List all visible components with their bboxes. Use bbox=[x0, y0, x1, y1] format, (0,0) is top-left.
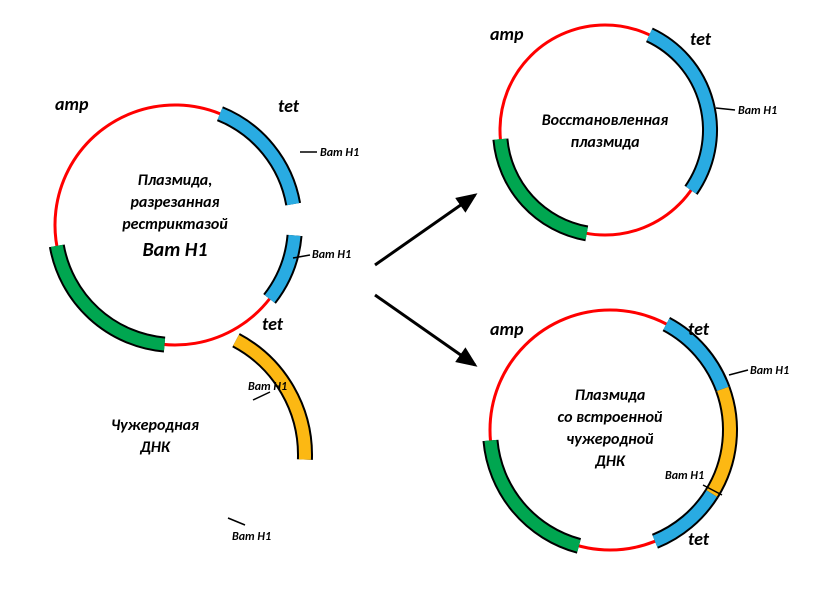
bam-label: Bam H1 bbox=[665, 469, 704, 483]
restored-text-l1: Восстановленная bbox=[542, 111, 669, 130]
cut-text-l2: разрезанная bbox=[130, 193, 219, 212]
recomb-text-l1: Плазмида bbox=[575, 386, 646, 405]
bam-tick bbox=[716, 108, 735, 110]
arrow-to-recombinant bbox=[375, 295, 475, 365]
recomb-text-l4: ДНК bbox=[594, 452, 626, 471]
tet-gene-bottom bbox=[270, 235, 295, 298]
amp-label: amp bbox=[490, 23, 524, 45]
amp-label: amp bbox=[55, 93, 89, 115]
plasmid-diagram: amp tet tet Bam H1 Bam H1 Плазмида, разр… bbox=[0, 0, 836, 591]
restored-text-l2: плазмида bbox=[570, 133, 639, 152]
amp-label: amp bbox=[490, 318, 524, 340]
foreign-arc bbox=[236, 340, 305, 459]
tet-label-bottom: tet bbox=[262, 313, 284, 335]
bam-label: Bam H1 bbox=[320, 146, 359, 160]
bam-label: Bam H1 bbox=[248, 380, 287, 394]
foreign-dna-fragment: Чужеродная ДНК Bam H1 Bam H1 bbox=[111, 340, 305, 544]
bam-label: Bam H1 bbox=[750, 364, 789, 378]
plasmid-cut: amp tet tet Bam H1 Bam H1 Плазмида, разр… bbox=[55, 93, 359, 345]
bam-tick bbox=[729, 370, 748, 375]
plasmid-recombinant: amp tet tet Bam H1 Bam H1 Плазмида со вс… bbox=[490, 310, 789, 550]
recomb-text-l2: со встроенной bbox=[558, 408, 663, 427]
cut-text-l4: Bam H1 bbox=[142, 238, 207, 262]
arrow-to-restored bbox=[375, 195, 475, 265]
amp-gene bbox=[500, 139, 586, 233]
plasmid-restored: amp tet Bam H1 Восстановленная плазмида bbox=[490, 23, 777, 235]
cut-text-l3: рестриктазой bbox=[122, 215, 228, 234]
tet-label: tet bbox=[690, 28, 712, 50]
foreign-text-l2: ДНК bbox=[139, 438, 171, 457]
tet-label-bottom: tet bbox=[688, 528, 710, 550]
bam-label: Bam H1 bbox=[232, 530, 271, 544]
tet-label: tet bbox=[278, 95, 300, 117]
amp-gene bbox=[490, 440, 578, 545]
bam-tick bbox=[228, 518, 245, 525]
recomb-text-l3: чужеродной bbox=[566, 430, 654, 449]
tet-label: tet bbox=[688, 318, 710, 340]
foreign-text-l1: Чужеродная bbox=[111, 416, 199, 435]
bam-label: Bam H1 bbox=[738, 104, 777, 118]
bam-label: Bam H1 bbox=[312, 248, 351, 262]
cut-text-l1: Плазмида, bbox=[138, 171, 213, 190]
